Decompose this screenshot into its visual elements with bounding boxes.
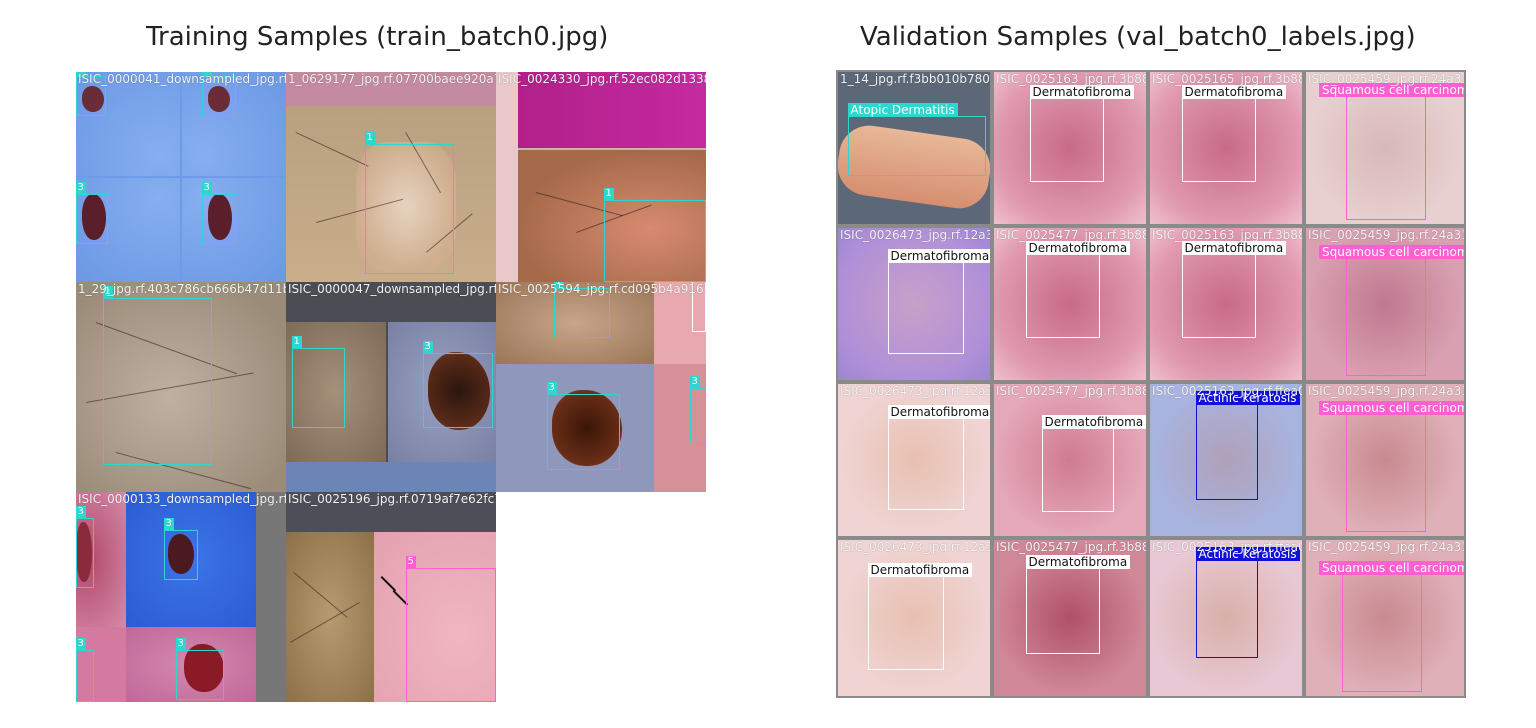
val-tile-9: Dermatofibroma ISIC_0026473_jpg.rf.12a3a… [838, 384, 990, 536]
tile-caption: 1_14_jpg.rf.f3bb010b780528 [840, 72, 990, 86]
bbox: 3 [689, 376, 706, 444]
train-tile-4: 1 1_29_jpg.rf.403c786cb666b47d11ba [76, 282, 286, 492]
bbox: Atopic Dermatitis [847, 103, 986, 176]
val-tile-8: Squamous cell carcinoma ISIC_0025459_jpg… [1306, 228, 1464, 380]
training-samples-title: Training Samples (train_batch0.jpg) [146, 22, 609, 52]
tile-caption: ISIC_0000133_downsampled_jpg.rf.36 [78, 492, 286, 506]
train-tile-2: 1 1_0629177_jpg.rf.07700baee920a7 [286, 72, 496, 282]
bbox: Squamous cell carcinoma [1319, 245, 1464, 376]
tile-caption: 1_0629177_jpg.rf.07700baee920a7 [288, 72, 496, 86]
val-tile-4: Squamous cell carcinoma ISIC_0025459_jpg… [1306, 72, 1464, 224]
tile-caption: ISIC_0025163_jpg.rf.3b8866 [996, 72, 1146, 86]
tile-caption: ISIC_0025477_jpg.rf.3b8866 [996, 540, 1146, 554]
bbox: 1 [102, 286, 212, 465]
bbox: Dermatofibroma [1041, 415, 1146, 512]
bbox: Actinic keratosis [1195, 391, 1300, 500]
val-tile-5: Dermatofibroma ISIC_0026473_jpg.rf.12a3a… [838, 228, 990, 380]
bbox: 5 [405, 556, 496, 702]
val-tile-6: Dermatofibroma ISIC_0025477_jpg.rf.3b886… [994, 228, 1146, 380]
tile-caption: ISIC_0025459_jpg.rf.24a31c [1308, 540, 1464, 554]
tile-caption: ISIC_0025459_jpg.rf.24a31c [1308, 228, 1464, 242]
validation-grid: Atopic Dermatitis 1_14_jpg.rf.f3bb010b78… [836, 70, 1466, 698]
bbox: 3 [422, 341, 493, 428]
tile-caption: ISIC_0025196_jpg.rf.0719af7e62fc7d02b02a [288, 492, 496, 506]
train-tile-3: 1 ISIC_0024330_jpg.rf.52ec082d1338e [496, 72, 706, 282]
bbox: 3 [201, 182, 236, 244]
bbox: Actinic keratosis [1195, 547, 1300, 658]
bbox: 1 [553, 282, 610, 338]
bbox: 3 [76, 72, 106, 116]
train-tile-1: 3 3 3 3 ISIC_0000041_downsampled_jpg.rf.… [76, 72, 286, 282]
tile-caption: ISIC_0024330_jpg.rf.52ec082d1338e [498, 72, 706, 86]
bbox: Dermatofibroma [1025, 555, 1131, 654]
tile-caption: ISIC_0026473_jpg.rf.12a3a2 [840, 384, 990, 398]
bbox: 3 [76, 182, 108, 244]
val-tile-15: Actinic keratosis ISIC_0025163_jpg.rf.ff… [1150, 540, 1302, 696]
train-tile-8: 5 ISIC_0025196_jpg.rf.0719af7e62fc7d02b0… [286, 492, 496, 702]
val-tile-2: Dermatofibroma ISIC_0025163_jpg.rf.3b886… [994, 72, 1146, 224]
bbox: Dermatofibroma [1181, 85, 1287, 182]
val-tile-3: Dermatofibroma ISIC_0025165_jpg.rf.3b886… [1150, 72, 1302, 224]
bbox: Dermatofibroma [867, 563, 973, 670]
tile-caption: ISIC_0025163_jpg.rf.3b8866 [1152, 228, 1302, 242]
training-grid: 3 3 3 3 ISIC_0000041_downsampled_jpg.rf.… [76, 72, 706, 702]
tile-caption: ISIC_0026473_jpg.rf.12a3a2 [840, 540, 990, 554]
tile-caption: ISIC_0025459_jpg.rf.24a31c [1308, 72, 1464, 86]
bbox: Dermatofibroma [1029, 85, 1135, 182]
bbox: Squamous cell carcinoma [1319, 83, 1464, 220]
tile-caption: ISIC_0000047_downsampled_jpg.rf.97 [288, 282, 496, 296]
bbox: 2 [692, 282, 706, 332]
bbox: 3 [201, 72, 236, 116]
val-tile-14: Dermatofibroma ISIC_0025477_jpg.rf.3b886… [994, 540, 1146, 696]
val-tile-13: Dermatofibroma ISIC_0026473_jpg.rf.12a3a… [838, 540, 990, 696]
bbox: 1 [364, 132, 454, 274]
train-tile-6: 1 2 3 3 ISIC_0025594_jpg.rf.cd095b4a9163 [496, 282, 706, 492]
val-tile-11: Actinic keratosis ISIC_0025163_jpg.rf.ff… [1150, 384, 1302, 536]
tile-caption: 1_29_jpg.rf.403c786cb666b47d11ba [78, 282, 286, 296]
val-tile-7: Dermatofibroma ISIC_0025163_jpg.rf.3b886… [1150, 228, 1302, 380]
bbox: Squamous cell carcinoma [1319, 561, 1464, 692]
tile-caption: ISIC_0025165_jpg.rf.3b8866 [1152, 72, 1302, 86]
val-tile-1: Atopic Dermatitis 1_14_jpg.rf.f3bb010b78… [838, 72, 990, 224]
val-tile-16: Squamous cell carcinoma ISIC_0025459_jpg… [1306, 540, 1464, 696]
bbox: Dermatofibroma [1181, 241, 1287, 338]
train-tile-5: 1 3 ISIC_0000047_downsampled_jpg.rf.97 [286, 282, 496, 492]
tile-caption: ISIC_0025459_jpg.rf.24a31c [1308, 384, 1464, 398]
val-tile-12: Squamous cell carcinoma ISIC_0025459_jpg… [1306, 384, 1464, 536]
bbox: 3 [76, 506, 94, 588]
tile-caption: ISIC_0025477_jpg.rf.3b8866 [996, 384, 1146, 398]
bbox: 3 [163, 518, 198, 580]
bbox: Squamous cell carcinoma [1319, 401, 1464, 532]
validation-samples-title: Validation Samples (val_batch0_labels.jp… [860, 22, 1416, 52]
bbox: Dermatofibroma [887, 249, 990, 354]
tile-caption: ISIC_0026473_jpg.rf.12a3a2 [840, 228, 990, 242]
bbox: 1 [603, 188, 706, 282]
bbox: 3 [546, 382, 620, 470]
val-tile-10: Dermatofibroma ISIC_0025477_jpg.rf.3b886… [994, 384, 1146, 536]
bbox: Dermatofibroma [1025, 241, 1131, 338]
bbox: Dermatofibroma [887, 405, 990, 510]
tile-caption: ISIC_0000041_downsampled_jpg.rf.6e3b07 [78, 72, 286, 86]
tile-caption: ISIC_0025163_jpg.rf.ffea01 [1152, 384, 1302, 398]
tile-caption: ISIC_0025477_jpg.rf.3b8866 [996, 228, 1146, 242]
train-tile-7: 3 3 3 3 ISIC_0000133_downsampled_jpg.rf.… [76, 492, 286, 702]
bbox: 1 [291, 336, 345, 428]
bbox: 3 [175, 638, 224, 700]
tile-caption: ISIC_0025163_jpg.rf.ffea01 [1152, 540, 1302, 554]
bbox: 3 [76, 638, 94, 702]
tile-caption: ISIC_0025594_jpg.rf.cd095b4a9163 [498, 282, 706, 296]
